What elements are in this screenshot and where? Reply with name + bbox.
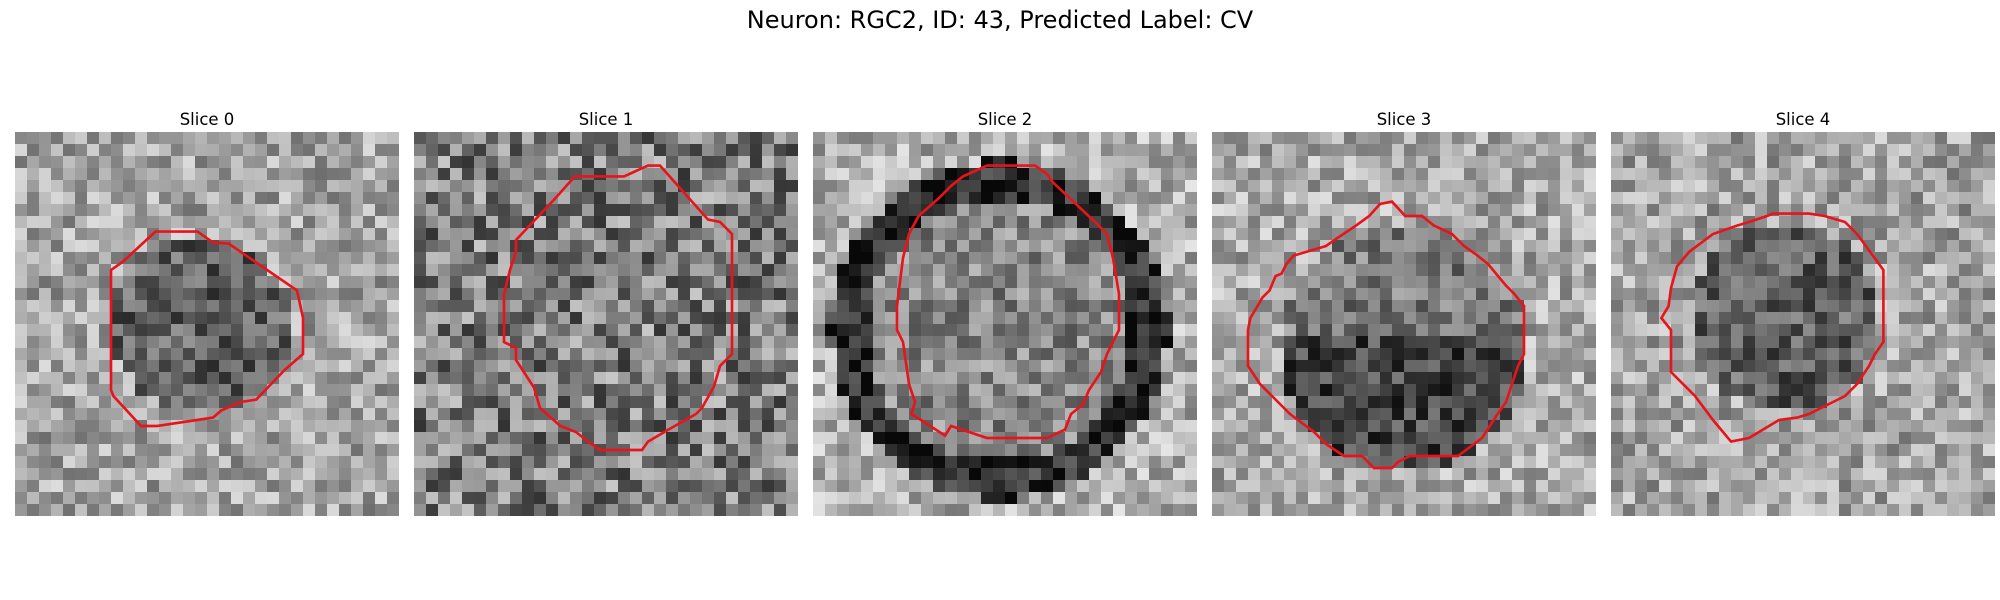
roi-contour [1246,200,1526,470]
slice-panel-1: Slice 1 [414,108,798,516]
slice-image-0 [15,132,399,516]
grayscale-pixels [15,132,399,516]
grayscale-pixels [414,132,798,516]
slice-panel-3: Slice 3 [1212,108,1596,516]
slice-title: Slice 0 [179,110,235,129]
slice-title: Slice 2 [977,110,1033,129]
slice-panel-0: Slice 0 [15,108,399,516]
grayscale-pixels [1212,132,1596,516]
slice-title: Slice 3 [1376,110,1432,129]
roi-contour [895,164,1121,440]
roi-contour [1659,212,1885,444]
slice-title: Slice 1 [578,110,634,129]
slice-image-3 [1212,132,1596,516]
grayscale-pixels [813,132,1197,516]
slice-title: Slice 4 [1775,110,1831,129]
slice-image-1 [414,132,798,516]
roi-contour [109,230,305,428]
grayscale-pixels [1611,132,1995,516]
slice-panel-2: Slice 2 [813,108,1197,516]
figure-title: Neuron: RGC2, ID: 43, Predicted Label: C… [746,6,1254,34]
slice-image-4 [1611,132,1995,516]
slice-panel-4: Slice 4 [1611,108,1995,516]
slice-image-2 [813,132,1197,516]
roi-contour [502,164,734,452]
